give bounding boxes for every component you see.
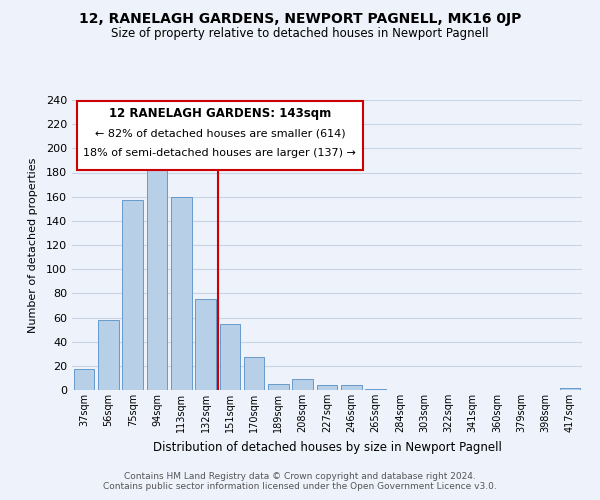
Bar	[292, 379, 313, 390]
Bar	[560, 388, 580, 390]
Bar	[244, 358, 265, 390]
Bar	[365, 389, 386, 390]
Bar	[268, 384, 289, 390]
Bar	[220, 324, 240, 390]
Bar	[74, 370, 94, 390]
X-axis label: Distribution of detached houses by size in Newport Pagnell: Distribution of detached houses by size …	[152, 440, 502, 454]
Text: Contains public sector information licensed under the Open Government Licence v3: Contains public sector information licen…	[103, 482, 497, 491]
Bar	[341, 385, 362, 390]
Text: Size of property relative to detached houses in Newport Pagnell: Size of property relative to detached ho…	[111, 28, 489, 40]
Text: Contains HM Land Registry data © Crown copyright and database right 2024.: Contains HM Land Registry data © Crown c…	[124, 472, 476, 481]
Bar	[317, 385, 337, 390]
Bar	[98, 320, 119, 390]
Bar	[122, 200, 143, 390]
Y-axis label: Number of detached properties: Number of detached properties	[28, 158, 38, 332]
Text: 18% of semi-detached houses are larger (137) →: 18% of semi-detached houses are larger (…	[83, 148, 356, 158]
Bar	[195, 300, 216, 390]
Bar	[171, 196, 191, 390]
Bar	[146, 166, 167, 390]
FancyBboxPatch shape	[77, 102, 363, 170]
Text: 12 RANELAGH GARDENS: 143sqm: 12 RANELAGH GARDENS: 143sqm	[109, 108, 331, 120]
Text: ← 82% of detached houses are smaller (614): ← 82% of detached houses are smaller (61…	[95, 129, 345, 139]
Text: 12, RANELAGH GARDENS, NEWPORT PAGNELL, MK16 0JP: 12, RANELAGH GARDENS, NEWPORT PAGNELL, M…	[79, 12, 521, 26]
